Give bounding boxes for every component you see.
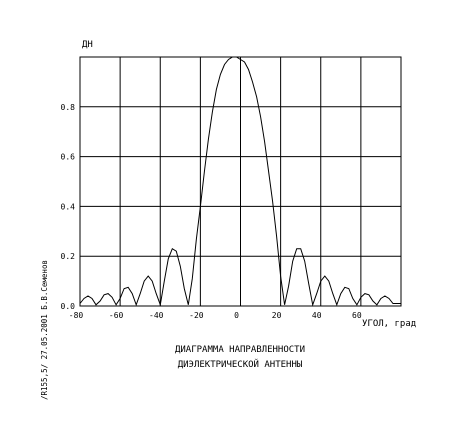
side-note: /R155,5/ 27.05.2001 Б.В.Семенов [40,260,49,400]
x-tick-label: -80 [69,311,84,320]
plot-frame [79,56,402,307]
x-tick-label: -20 [189,311,204,320]
x-tick-label: 20 [272,311,282,320]
y-tick-label: 0.6 [61,153,76,162]
x-axis-label: УГОЛ, град [362,319,416,329]
x-tick-label: 40 [312,311,322,320]
chart-title-line-2: ДИЭЛЕКТРИЧЕСКОЙ АНТЕННЫ [178,358,303,370]
x-tick-label: -60 [109,311,124,320]
tick-labels: -80 -60 -40 -20 0 20 40 60 0.0 0.2 0.4 0.6 0.8 [61,103,362,320]
chart-title-line-1: ДИАГРАММА НАПРАВЛЕННОСТИ [175,345,305,355]
x-tick-label: 0 [234,311,239,320]
y-axis-label: ДН [82,40,93,50]
y-tick-label: 0.0 [61,302,76,311]
grid-lines [80,57,401,306]
x-tick-label: 60 [352,311,362,320]
y-tick-label: 0.8 [61,103,76,112]
y-tick-label: 0.2 [61,252,76,261]
y-tick-label: 0.4 [61,202,76,211]
x-tick-label: -40 [149,311,164,320]
series-line [79,56,401,307]
